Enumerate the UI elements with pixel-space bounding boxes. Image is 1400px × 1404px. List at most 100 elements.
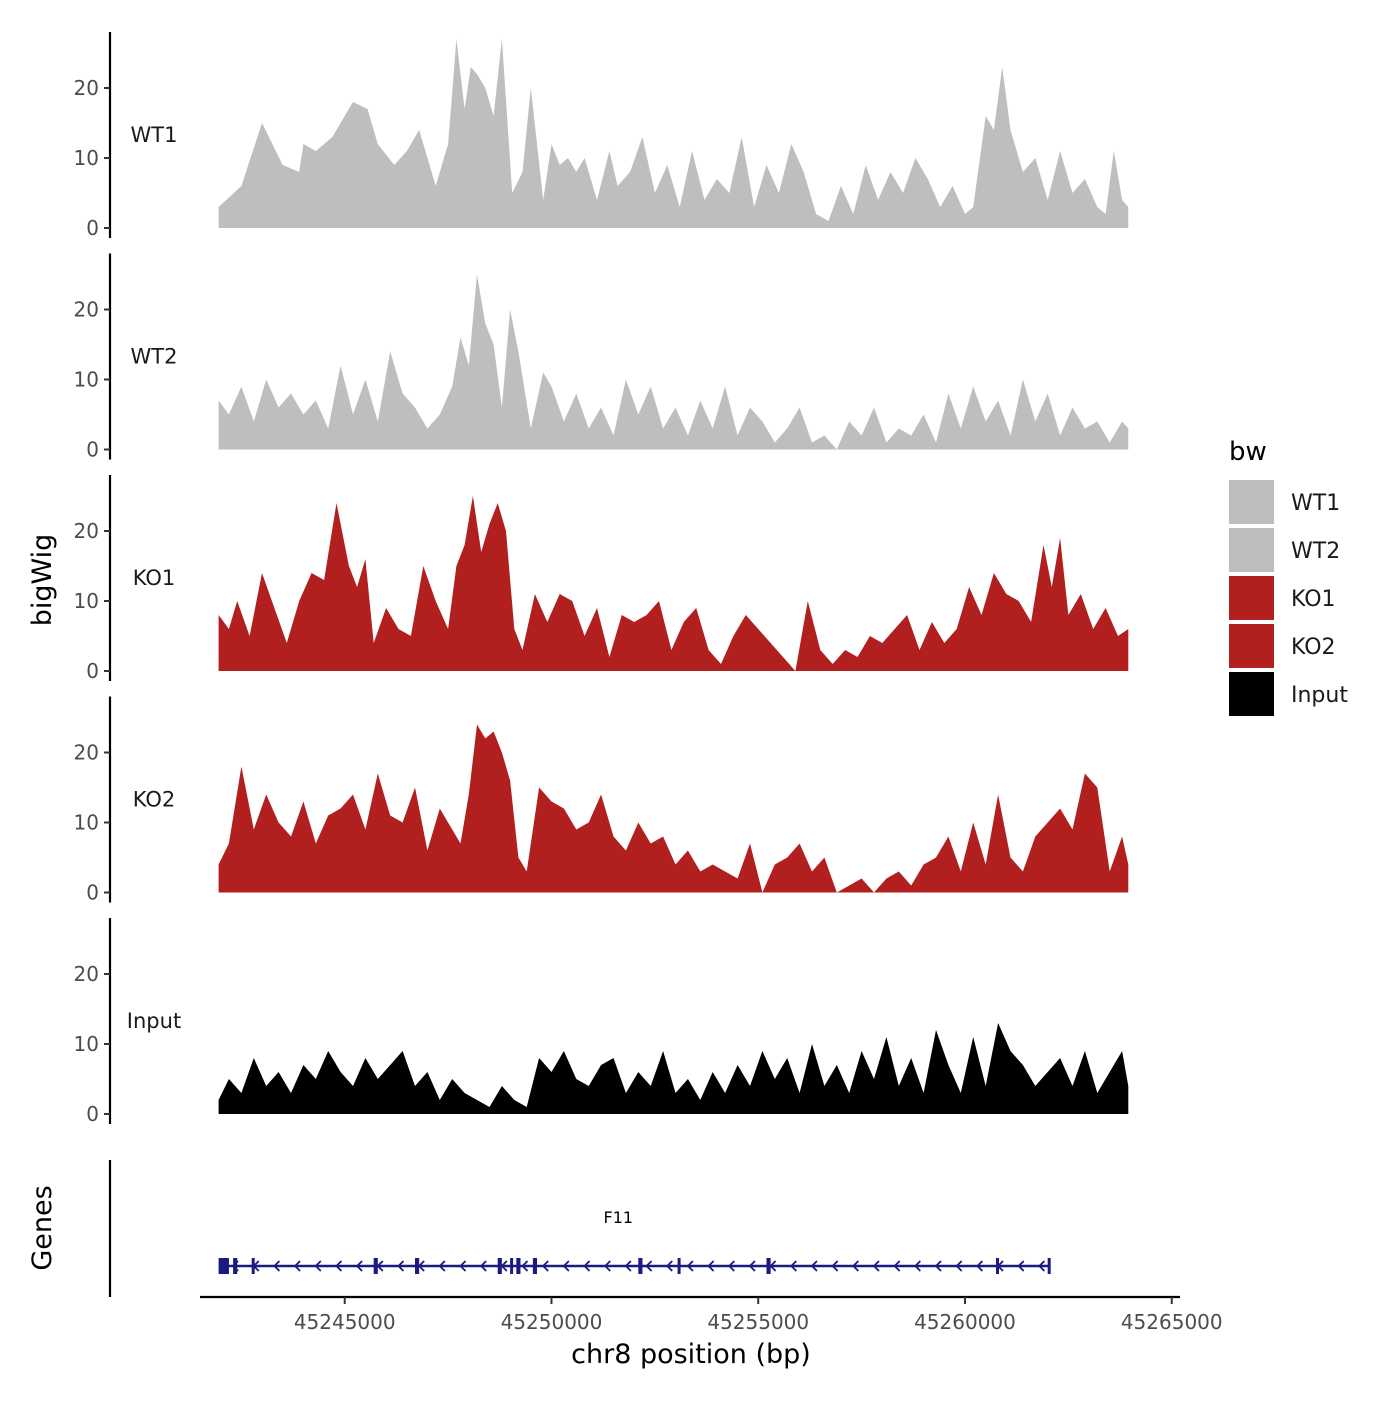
gene-exon bbox=[766, 1258, 771, 1274]
gene-exon bbox=[233, 1258, 238, 1274]
gene-exon bbox=[218, 1258, 229, 1274]
x-axis-title: chr8 position (bp) bbox=[571, 1339, 811, 1370]
legend: bw WT1 WT2 KO1 KO2 Input bbox=[1229, 437, 1348, 716]
area-ko2 bbox=[218, 724, 1129, 893]
gene-exon bbox=[638, 1258, 643, 1274]
strand-arrow bbox=[955, 1260, 963, 1272]
strand-arrow bbox=[293, 1260, 301, 1272]
strand-arrow bbox=[934, 1260, 942, 1272]
y-axis-title: bigWig bbox=[27, 534, 58, 627]
strand-arrow bbox=[583, 1260, 591, 1272]
strand-arrow bbox=[790, 1260, 797, 1272]
x-tick-label: 45245000 bbox=[294, 1310, 396, 1334]
strand-arrow bbox=[521, 1260, 529, 1272]
strand-arrow bbox=[459, 1260, 467, 1272]
track-label-wt2: WT2 bbox=[131, 345, 178, 369]
y-tick-label: 20 bbox=[74, 741, 99, 765]
strand-arrow bbox=[438, 1260, 446, 1272]
strand-arrow bbox=[872, 1260, 880, 1272]
strand-arrow bbox=[500, 1260, 508, 1272]
x-tick-label: 45260000 bbox=[914, 1310, 1016, 1334]
gene-exon bbox=[251, 1258, 255, 1274]
area-wt1 bbox=[218, 39, 1129, 228]
gene-track-title: Genes bbox=[27, 1185, 58, 1270]
track-wt1: 0 10 20 WT1 bbox=[74, 32, 1129, 240]
track-label-input: Input bbox=[127, 1009, 181, 1033]
y-tick-label: 10 bbox=[74, 146, 99, 170]
strand-arrow bbox=[707, 1260, 715, 1272]
strand-arrow bbox=[914, 1260, 921, 1272]
strand-arrow bbox=[728, 1260, 735, 1272]
area-ko1 bbox=[218, 496, 1129, 671]
y-tick-label: 10 bbox=[74, 811, 99, 835]
y-tick-label: 10 bbox=[74, 1032, 99, 1056]
legend-entry-wt1: WT1 bbox=[1229, 480, 1340, 524]
legend-label: KO2 bbox=[1291, 635, 1336, 660]
strand-arrow bbox=[893, 1260, 901, 1272]
legend-label: Input bbox=[1291, 683, 1348, 708]
legend-swatch bbox=[1229, 576, 1274, 620]
legend-title: bw bbox=[1229, 437, 1267, 467]
gene-exon bbox=[510, 1258, 514, 1274]
track-label-ko1: KO1 bbox=[133, 566, 176, 590]
strand-arrow bbox=[976, 1260, 984, 1272]
track-input: 0 10 20 Input bbox=[74, 918, 1129, 1126]
legend-label: KO1 bbox=[1291, 587, 1336, 612]
strand-arrow bbox=[810, 1260, 818, 1272]
strand-arrow bbox=[686, 1260, 694, 1272]
gene-track: F11 bbox=[108, 1160, 1051, 1297]
gene-exon bbox=[415, 1258, 420, 1274]
y-tick-label: 0 bbox=[86, 1102, 99, 1126]
track-ko1: 0 10 20 KO1 bbox=[74, 475, 1129, 683]
strand-arrow bbox=[397, 1260, 405, 1272]
y-tick-label: 0 bbox=[86, 438, 99, 462]
strand-arrow bbox=[603, 1260, 611, 1272]
strand-arrow bbox=[541, 1260, 549, 1272]
strand-arrow bbox=[645, 1260, 653, 1272]
signal-tracks: 0 10 20 WT1 0 10 20 WT2 0 10 20 KO1 0 10 20 KO2 0 10 20 Inp… bbox=[74, 32, 1129, 1126]
track-wt2: 0 10 20 WT2 bbox=[74, 253, 1129, 462]
strand-arrow bbox=[479, 1260, 487, 1272]
strand-arrow bbox=[852, 1260, 859, 1272]
gene-exon bbox=[373, 1258, 378, 1274]
y-tick-label: 20 bbox=[74, 962, 99, 986]
track-label-ko2: KO2 bbox=[133, 788, 176, 812]
gene-label: F11 bbox=[604, 1208, 634, 1227]
legend-entry-wt2: WT2 bbox=[1229, 528, 1340, 572]
y-tick-label: 0 bbox=[86, 881, 99, 905]
y-tick-label: 0 bbox=[86, 659, 99, 683]
y-tick-label: 0 bbox=[86, 216, 99, 240]
legend-label: WT2 bbox=[1291, 539, 1340, 564]
y-tick-label: 10 bbox=[74, 368, 99, 392]
strand-arrow bbox=[831, 1260, 839, 1272]
x-axis: 45245000 45250000 45255000 45260000 45265000 bbox=[200, 1295, 1223, 1334]
y-tick-label: 20 bbox=[74, 76, 99, 100]
gene-exon bbox=[516, 1258, 521, 1274]
y-tick-label: 20 bbox=[74, 298, 99, 322]
legend-swatch bbox=[1229, 624, 1274, 668]
strand-arrow bbox=[355, 1260, 363, 1272]
gene-exon bbox=[1047, 1258, 1051, 1274]
area-input bbox=[218, 1023, 1129, 1114]
legend-swatch bbox=[1229, 672, 1274, 716]
legend-swatch bbox=[1229, 528, 1274, 572]
area-wt2 bbox=[218, 274, 1129, 450]
track-ko2: 0 10 20 KO2 bbox=[74, 696, 1129, 905]
gene-exon bbox=[497, 1258, 502, 1274]
strand-arrow bbox=[665, 1260, 673, 1272]
gene-exon bbox=[677, 1258, 681, 1274]
legend-entry-ko1: KO1 bbox=[1229, 576, 1336, 620]
legend-entry-ko2: KO2 bbox=[1229, 624, 1336, 668]
strand-arrow bbox=[1017, 1260, 1025, 1272]
gene-exon bbox=[532, 1258, 538, 1274]
strand-arrow bbox=[748, 1260, 756, 1272]
legend-swatch bbox=[1229, 480, 1274, 524]
legend-label: WT1 bbox=[1291, 491, 1340, 516]
strand-arrow bbox=[562, 1260, 570, 1272]
gene-exon bbox=[995, 1258, 999, 1274]
strand-arrow bbox=[624, 1260, 632, 1272]
strand-arrow bbox=[335, 1260, 343, 1272]
strand-arrow bbox=[769, 1260, 777, 1272]
